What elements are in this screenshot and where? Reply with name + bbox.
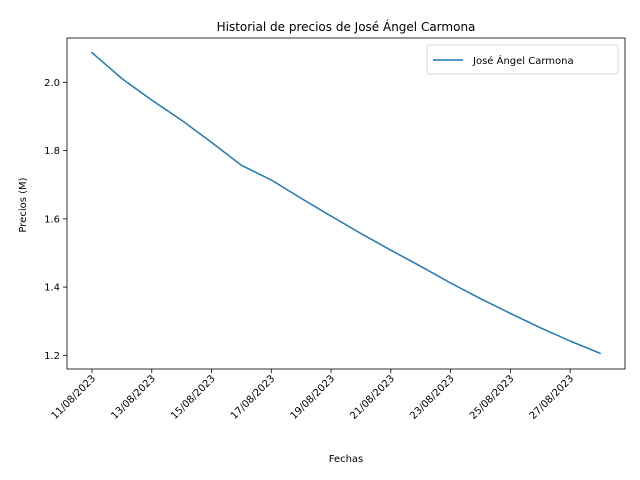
y-axis-title: Precios (M) [18, 177, 29, 232]
series-line [90, 51, 601, 355]
legend-box [426, 44, 619, 75]
y-tick-label: 1.8 [44, 146, 60, 157]
axes-frame [66, 37, 626, 370]
legend: José Ángel Carmona [426, 44, 619, 75]
legend-label: José Ángel Carmona [472, 54, 574, 67]
y-tick-label: 1.6 [44, 214, 60, 225]
chart-title: Historial de precios de José Ángel Carmo… [217, 19, 476, 34]
x-axis-title: Fechas [329, 454, 364, 465]
y-axis: 1.2 1.4 1.6 1.8 2.0 [44, 78, 67, 362]
y-tick-label: 1.2 [44, 351, 60, 362]
y-tick-label: 1.4 [44, 283, 60, 294]
y-tick-label: 2.0 [44, 78, 60, 89]
series-group [90, 51, 601, 355]
